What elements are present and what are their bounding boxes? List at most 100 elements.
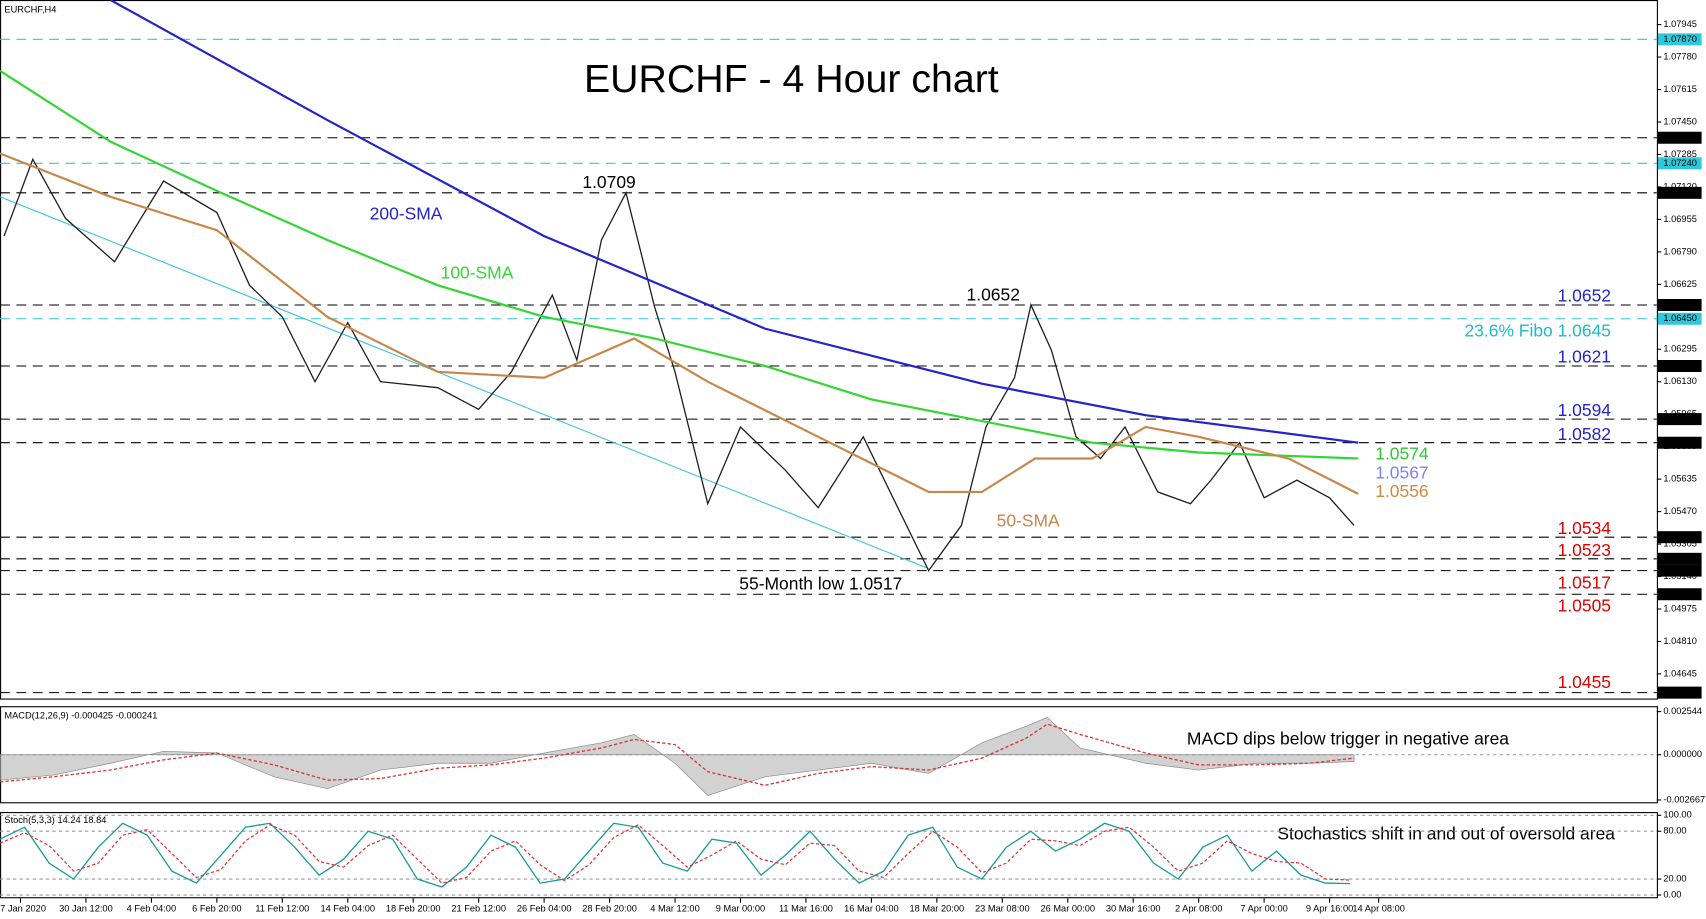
chart-title: EURCHF - 4 Hour chart — [584, 57, 999, 101]
y-tick-label: 1.04975 — [1663, 603, 1696, 613]
annotation: 1.0621 — [1558, 347, 1611, 367]
sma-line — [0, 152, 1359, 495]
annotation: 1.0652 — [1558, 285, 1611, 305]
symbol: EURCHF,H4 — [4, 4, 56, 14]
x-tick-label: 11 Mar 16:00 — [779, 904, 833, 914]
y-tick-label: 1.07285 — [1663, 149, 1696, 159]
x-tick-label: 26 Feb 04:00 — [517, 904, 572, 914]
sma-label: 100-SMA — [441, 263, 514, 283]
annotation: 1.0709 — [582, 172, 635, 192]
x-tick-label: 9 Apr 16:00 — [1306, 904, 1353, 914]
y-tick-label: 1.06955 — [1663, 214, 1696, 224]
level-label: 1.05940 — [1663, 414, 1696, 424]
x-tick-label: 14 Feb 04:00 — [320, 904, 375, 914]
y-tick-label: 1.07780 — [1663, 52, 1696, 62]
y-tick-label: 1.07450 — [1663, 116, 1696, 126]
y-tick-label: 1.07120 — [1663, 181, 1696, 191]
x-tick-label: 27 Jan 2020 — [0, 904, 46, 914]
panel-plot — [0, 0, 1657, 694]
y-tick-label: 1.05635 — [1663, 474, 1696, 484]
panel-plot — [0, 814, 1657, 896]
y-tick-label: 1.06625 — [1663, 279, 1696, 289]
y-tick-label: 1.04810 — [1663, 636, 1696, 646]
x-tick-label: 14 Apr 08:00 — [1352, 904, 1405, 914]
annotation: 1.0523 — [1558, 540, 1611, 560]
x-tick-label: 2 Apr 08:00 — [1175, 904, 1222, 914]
level-label: 1.06450 — [1663, 313, 1696, 323]
level-label: 1.07870 — [1663, 34, 1696, 44]
level-label: 1.05170 — [1663, 565, 1696, 575]
level-tag — [1657, 131, 1702, 144]
y-tick-label: 80.00 — [1663, 826, 1686, 836]
y-tick-label: 1.07945 — [1663, 19, 1696, 29]
level-tag — [1657, 186, 1702, 199]
macd-signal — [0, 723, 1355, 786]
annotation: 55-Month low 1.0517 — [739, 574, 902, 594]
x-tick-label: 18 Mar 20:00 — [910, 904, 965, 914]
stoch-annotation: Stochastics shift in and out of oversold… — [1277, 824, 1615, 844]
y-tick-label: 1.05305 — [1663, 539, 1696, 549]
level-label: 1.07370 — [1663, 132, 1696, 142]
level-tag — [1657, 312, 1702, 325]
y-tick-label: 1.05470 — [1663, 506, 1696, 516]
x-tick-label: 21 Feb 12:00 — [451, 904, 506, 914]
y-tick-label: 20.00 — [1663, 874, 1686, 884]
x-tick-label: 23 Mar 08:00 — [975, 904, 1030, 914]
x-tick-label: 6 Feb 20:00 — [192, 904, 241, 914]
y-tick-label: 0.002544 — [1663, 706, 1702, 716]
x-tick-label: 11 Feb 12:00 — [255, 904, 309, 914]
x-tick-label: 28 Feb 20:00 — [582, 904, 637, 914]
x-tick-label: 30 Jan 12:00 — [59, 904, 113, 914]
annotation: 1.0505 — [1558, 595, 1611, 615]
stoch-main — [0, 822, 1351, 888]
annotation: 1.0556 — [1375, 481, 1428, 501]
macd-title: MACD(12,26,9) -0.000425 -0.000241 — [4, 710, 157, 720]
level-tag — [1657, 359, 1702, 372]
annotation: 1.0567 — [1375, 462, 1428, 482]
sma-line — [0, 69, 1359, 460]
trendline — [0, 196, 929, 570]
level-tag — [1657, 298, 1702, 311]
level-tag — [1657, 552, 1702, 565]
x-tick-label: 4 Mar 12:00 — [650, 904, 699, 914]
stoch-title: Stoch(5,3,3) 14.24 18.84 — [4, 815, 106, 825]
sma-line — [109, 0, 1359, 444]
level-label: 1.06210 — [1663, 360, 1696, 370]
level-label: 1.04550 — [1663, 687, 1696, 697]
level-label: 1.07090 — [1663, 187, 1696, 197]
y-tick-label: -0.002667 — [1663, 794, 1705, 804]
sma-label: 200-SMA — [370, 204, 443, 224]
y-tick-label: 1.04645 — [1663, 668, 1696, 678]
x-tick-label: 30 Mar 16:00 — [1106, 904, 1161, 914]
level-label: 1.05820 — [1663, 437, 1696, 447]
y-tick-label: 1.06790 — [1663, 246, 1696, 256]
price-line — [3, 157, 1355, 572]
y-tick-label: 0.000000 — [1663, 749, 1702, 759]
annotation: 1.0534 — [1558, 518, 1612, 538]
level-tag — [1657, 436, 1702, 449]
stoch-signal — [0, 824, 1351, 884]
x-tick-label: 26 Mar 00:00 — [1040, 904, 1095, 914]
y-tick-label: 0.00 — [1663, 889, 1681, 899]
y-tick-label: 1.06295 — [1663, 344, 1696, 354]
level-tag — [1657, 588, 1702, 601]
x-tick-label: 9 Mar 00:00 — [716, 904, 765, 914]
level-label: 1.05230 — [1663, 553, 1696, 563]
x-tick-label: 4 Feb 04:00 — [127, 904, 176, 914]
y-tick-label: 1.06130 — [1663, 376, 1696, 386]
x-tick-label: 16 Mar 04:00 — [844, 904, 899, 914]
level-tag — [1657, 33, 1702, 46]
annotation: 1.0594 — [1558, 400, 1612, 420]
y-tick-label: 1.07615 — [1663, 84, 1696, 94]
x-tick-label: 18 Feb 20:00 — [386, 904, 441, 914]
level-tag — [1657, 564, 1702, 577]
annotation: 1.0574 — [1375, 444, 1429, 464]
level-tag — [1657, 413, 1702, 426]
macd-annotation: MACD dips below trigger in negative area — [1187, 729, 1509, 749]
sma-label: 50-SMA — [997, 510, 1060, 530]
annotation: 23.6% Fibo 1.0645 — [1464, 320, 1611, 340]
level-label: 1.07240 — [1663, 158, 1696, 168]
level-tag — [1657, 531, 1702, 544]
y-tick-label: 100.00 — [1663, 810, 1691, 820]
